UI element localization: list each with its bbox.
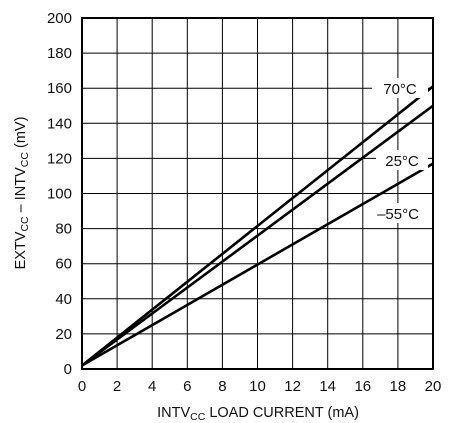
y-tick-label: 80 (55, 221, 72, 238)
y-tick-label: 20 (55, 326, 72, 343)
series-line-2 (81, 162, 434, 367)
svg-text:–55°C: –55°C (377, 206, 419, 223)
x-tick-label: 6 (183, 378, 191, 395)
x-tick-label: 10 (249, 378, 266, 395)
x-tick-label: 8 (218, 378, 226, 395)
x-tick-label: 0 (78, 378, 86, 395)
series-label-25c: 25°C (376, 150, 428, 170)
tick-labels: 0 2 4 6 8 10 12 14 16 18 2002040608010012014016018… (47, 10, 441, 395)
series-lines (81, 85, 434, 367)
y-tick-label: 0 (64, 361, 72, 378)
y-axis-label: EXTVCC – INTVCC (mV) (13, 117, 31, 270)
grid (82, 18, 433, 369)
x-tick-label: 4 (148, 378, 156, 395)
y-tick-label: 100 (47, 186, 72, 203)
y-tick-label: 120 (47, 150, 72, 167)
svg-text:70°C: 70°C (383, 81, 417, 98)
series-line-1 (81, 104, 434, 367)
svg-text:25°C: 25°C (385, 153, 419, 170)
x-tick-label: 14 (319, 378, 336, 395)
y-tick-label: 60 (55, 256, 72, 273)
y-tick-label: 160 (47, 80, 72, 97)
y-tick-label: 40 (55, 291, 72, 308)
series-label-minus55c: –55°C (372, 203, 428, 223)
plot-frame (81, 17, 434, 370)
x-tick-label: 16 (354, 378, 371, 395)
y-tick-label: 200 (47, 10, 72, 27)
y-tick-label: 180 (47, 45, 72, 62)
x-tick-label: 12 (284, 378, 301, 395)
y-tick-label: 140 (47, 115, 72, 132)
x-tick-label: 18 (390, 378, 407, 395)
x-axis-label: INTVCC LOAD CURRENT (mA) (157, 405, 359, 423)
x-tick-label: 20 (425, 378, 442, 395)
series-line-0 (81, 85, 434, 367)
series-label-70c: 70°C (372, 78, 428, 98)
x-tick-label: 2 (113, 378, 121, 395)
